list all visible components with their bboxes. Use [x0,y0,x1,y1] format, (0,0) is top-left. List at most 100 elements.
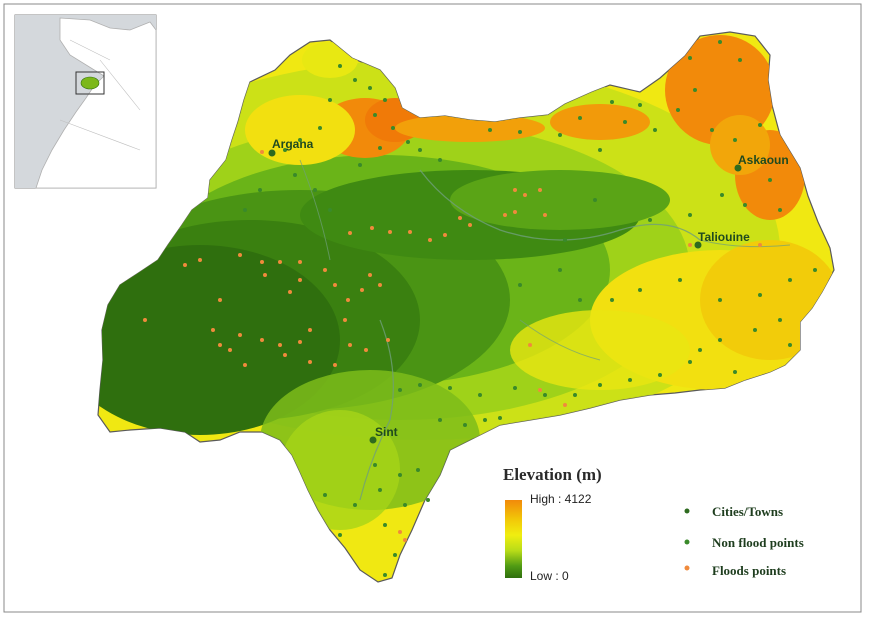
non-flood-point [368,86,372,90]
non-flood-point [573,393,577,397]
non-flood-point [676,108,680,112]
non-flood-point [720,193,724,197]
non-flood-point [378,488,382,492]
non-flood-point [598,148,602,152]
non-flood-point [518,283,522,287]
flood-point [386,338,390,342]
flood-point [333,283,337,287]
non-flood-point [543,393,547,397]
flood-point [360,288,364,292]
city-marker-argana[interactable] [268,149,276,157]
flood-point [513,188,517,192]
non-flood-point [313,188,317,192]
non-flood-point [733,370,737,374]
legend-cities-marker [684,508,690,514]
non-flood-point [778,318,782,322]
non-flood-point [698,348,702,352]
non-flood-point [718,40,722,44]
non-flood-point [743,203,747,207]
non-flood-point [578,116,582,120]
non-flood-point [323,493,327,497]
non-flood-point [623,120,627,124]
flood-point [298,340,302,344]
flood-point [298,278,302,282]
non-flood-point [438,158,442,162]
non-flood-point [498,416,502,420]
flood-point [323,268,327,272]
non-flood-point [718,338,722,342]
non-flood-point [328,208,332,212]
non-flood-point [483,418,487,422]
flood-point [388,230,392,234]
flood-point [308,328,312,332]
non-flood-point [710,128,714,132]
flood-point [348,231,352,235]
non-flood-point [243,208,247,212]
flood-point [298,260,302,264]
non-flood-point [328,98,332,102]
non-flood-point [416,468,420,472]
non-flood-point [398,473,402,477]
non-flood-point [558,268,562,272]
non-flood-point [688,213,692,217]
non-flood-point [478,393,482,397]
non-flood-point [638,103,642,107]
legend-flood-marker [684,565,690,571]
flood-point [260,150,264,154]
flood-point [370,226,374,230]
inset-basin-shape [80,76,100,90]
non-flood-point [788,278,792,282]
flood-point [408,230,412,234]
city-marker-taliouine[interactable] [694,241,702,249]
non-flood-point [598,383,602,387]
flood-point [378,283,382,287]
non-flood-point [678,278,682,282]
non-flood-point [610,298,614,302]
legend-elevation-ramp [505,500,522,578]
non-flood-point [338,533,342,537]
flood-point [443,233,447,237]
flood-point [263,273,267,277]
flood-point [278,343,282,347]
non-flood-point [758,123,762,127]
flood-point [563,403,567,407]
non-flood-point [648,218,652,222]
flood-point [503,213,507,217]
legend-title: Elevation (m) [503,465,602,484]
non-flood-point [418,148,422,152]
non-flood-point [653,128,657,132]
non-flood-point [638,288,642,292]
non-flood-point [406,140,410,144]
non-flood-point [283,148,287,152]
non-flood-points-layer [243,40,817,577]
non-flood-point [518,130,522,134]
non-flood-point [373,463,377,467]
flood-point [538,388,542,392]
non-flood-point [688,360,692,364]
non-flood-point [658,373,662,377]
flood-point [218,298,222,302]
non-flood-point [353,503,357,507]
elevation-raster [97,31,835,583]
non-flood-point [293,173,297,177]
inset-location-box [75,71,105,95]
non-flood-point [693,88,697,92]
city-marker-sint[interactable] [369,436,377,444]
flood-point [458,216,462,220]
non-flood-point [403,503,407,507]
city-marker-askaoun[interactable] [734,164,742,172]
flood-point [403,538,407,542]
flood-point [238,333,242,337]
legend-cities-label: Cities/Towns [712,504,783,519]
flood-point [260,338,264,342]
city-label-sint: Sint [375,425,398,439]
non-flood-point [391,126,395,130]
non-flood-point [558,133,562,137]
flood-point [368,273,372,277]
non-flood-point [578,298,582,302]
flood-point [348,343,352,347]
non-flood-point [426,498,430,502]
non-flood-point [438,418,442,422]
non-flood-point [758,293,762,297]
